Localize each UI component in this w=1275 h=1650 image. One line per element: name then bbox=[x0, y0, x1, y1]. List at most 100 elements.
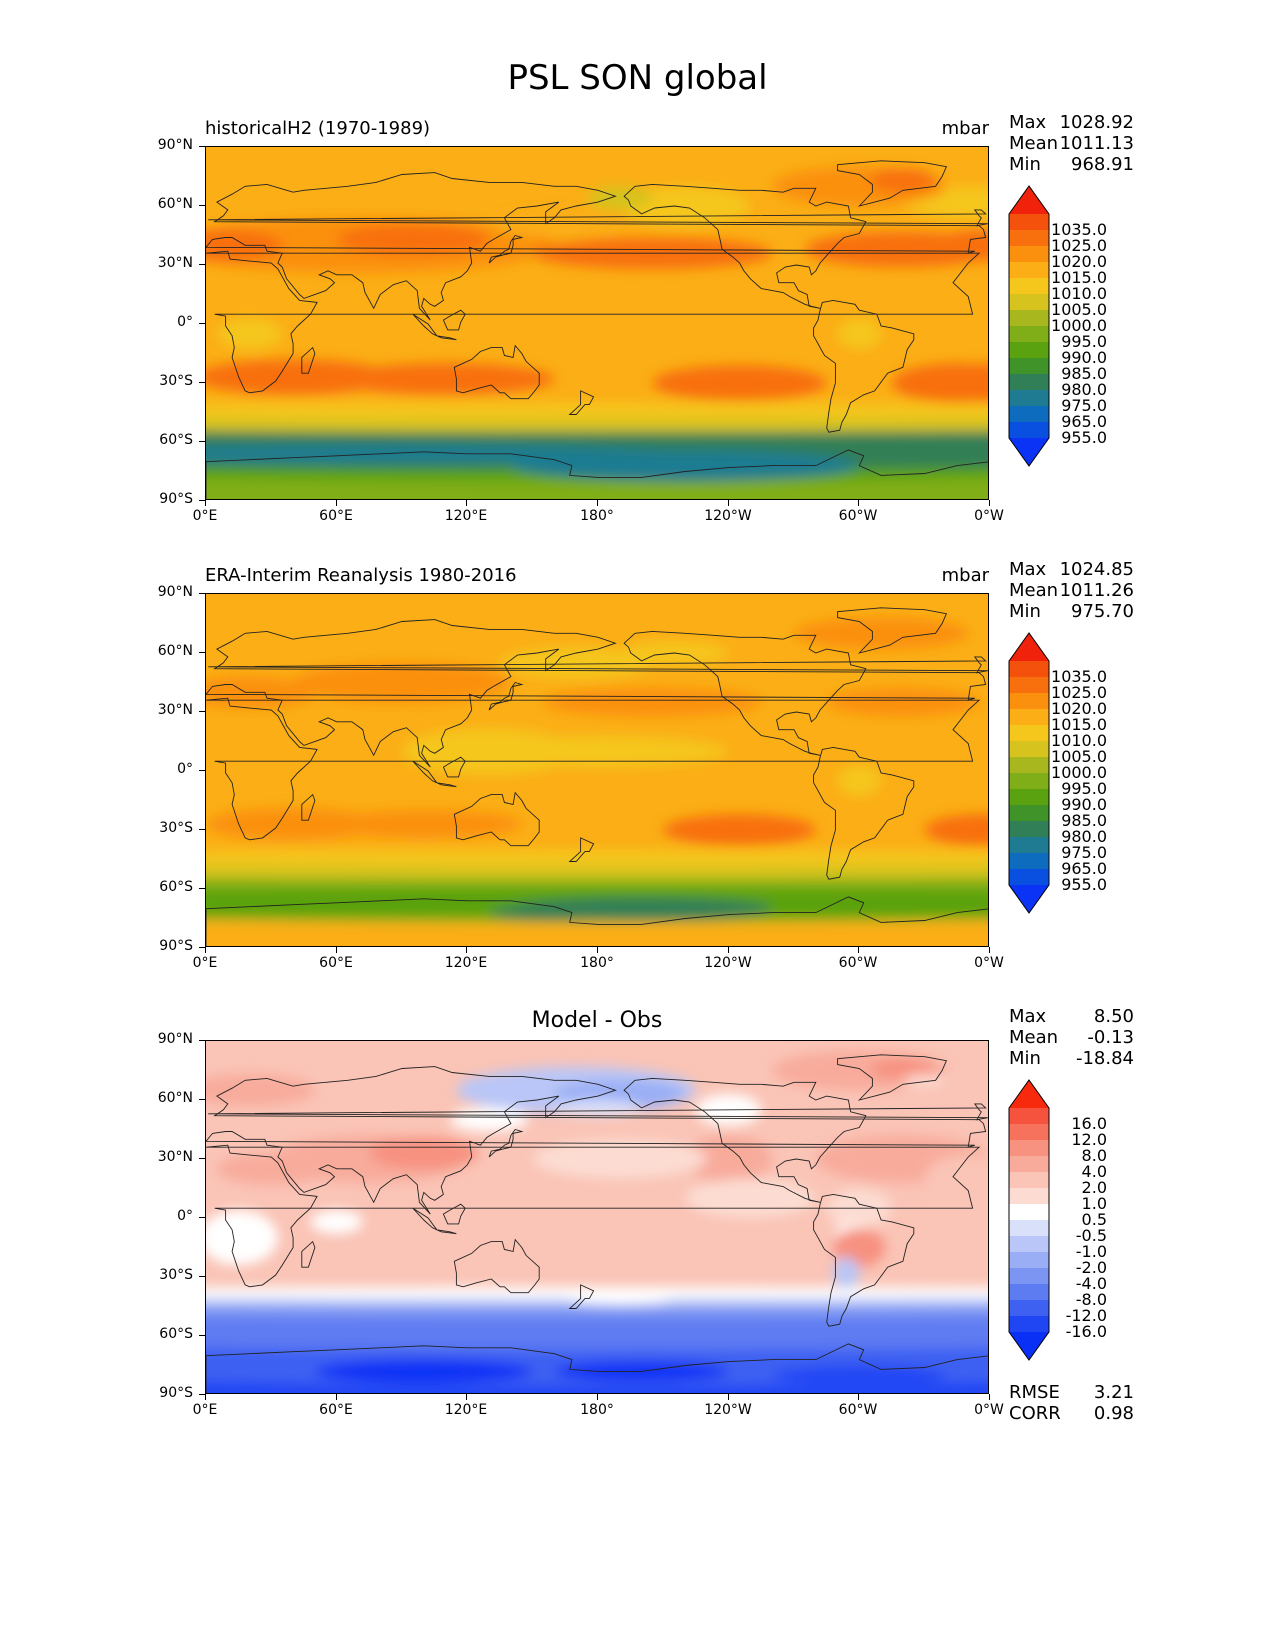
lat-tick bbox=[199, 829, 205, 830]
colorbar-segment bbox=[1009, 1300, 1049, 1317]
stat-max: Max 1024.85 bbox=[1009, 559, 1134, 581]
lat-tick bbox=[199, 500, 205, 501]
lon-tick bbox=[597, 1394, 598, 1400]
greenland-coast bbox=[837, 160, 948, 207]
colorbar-label: 1005.0 bbox=[1051, 300, 1107, 319]
colorbar-label: 1.0 bbox=[1081, 1194, 1107, 1213]
colorbar-segment bbox=[1009, 821, 1049, 838]
lat-label: 30°N bbox=[157, 1149, 193, 1165]
colorbar-segment bbox=[1009, 869, 1049, 886]
lon-label: 120°E bbox=[444, 955, 488, 971]
africa-coast bbox=[206, 697, 981, 841]
lat-tick bbox=[199, 593, 205, 594]
colorbar-segment bbox=[1009, 1140, 1049, 1157]
field-region bbox=[336, 363, 555, 395]
field-region bbox=[652, 365, 827, 401]
colorbar-outline bbox=[1008, 632, 1050, 914]
stat-value: 1011.26 bbox=[1059, 580, 1134, 601]
field-region bbox=[489, 904, 620, 921]
borneo-coast bbox=[442, 756, 466, 778]
lat-tick bbox=[199, 441, 205, 442]
colorbar-segment bbox=[1009, 406, 1049, 423]
borneo-coast bbox=[442, 1203, 466, 1225]
field-region bbox=[293, 662, 511, 703]
map-panel bbox=[205, 593, 989, 947]
lat-tick bbox=[199, 1040, 205, 1041]
northamerica-coast bbox=[623, 1077, 867, 1203]
panel-title: ERA-Interim Reanalysis 1980-2016 bbox=[205, 565, 517, 586]
units-label: mbar bbox=[941, 118, 989, 139]
stat-min: Min -18.84 bbox=[1009, 1048, 1134, 1070]
colorbar-segment bbox=[1009, 725, 1049, 742]
lon-label: 60°W bbox=[838, 1402, 878, 1418]
colorbar-segment bbox=[1009, 294, 1049, 311]
colorbar-segment bbox=[1009, 326, 1049, 343]
lon-label: 120°E bbox=[444, 508, 488, 524]
stat-key: CORR bbox=[1009, 1403, 1061, 1424]
field-region bbox=[924, 1155, 988, 1203]
newzealand-coast bbox=[568, 837, 595, 862]
colorbar-segment bbox=[1009, 789, 1049, 806]
lon-tick bbox=[466, 1394, 467, 1400]
field-region bbox=[543, 688, 762, 716]
colorbar-label: 0.5 bbox=[1081, 1210, 1107, 1229]
lat-label: 0° bbox=[177, 1208, 193, 1224]
eurasia-coast bbox=[206, 619, 987, 768]
lon-tick bbox=[989, 947, 990, 953]
lat-label: 0° bbox=[177, 761, 193, 777]
colorbar-label: 1000.0 bbox=[1051, 316, 1107, 335]
colorbar-label: 16.0 bbox=[1071, 1114, 1107, 1133]
eurasia-coast bbox=[206, 1066, 987, 1215]
lon-tick bbox=[336, 1394, 337, 1400]
field-region bbox=[510, 449, 860, 482]
lon-label: 180° bbox=[580, 508, 614, 524]
field-region bbox=[833, 1257, 860, 1289]
colorbar-label: 1035.0 bbox=[1051, 220, 1107, 239]
stat-value: 3.21 bbox=[1093, 1382, 1134, 1403]
lon-label: 120°W bbox=[704, 955, 752, 971]
colorbar-segment bbox=[1009, 1188, 1049, 1205]
colorbar-segment bbox=[1009, 1204, 1049, 1221]
field-region bbox=[794, 617, 969, 650]
colorbar-label: 1025.0 bbox=[1051, 683, 1107, 702]
lon-label: 0°E bbox=[192, 1402, 218, 1418]
stat-key: Mean bbox=[1009, 1027, 1059, 1048]
japan-coast bbox=[488, 234, 524, 264]
field-region bbox=[206, 359, 392, 395]
stat-value: 0.98 bbox=[1093, 1403, 1134, 1424]
colorbar-label: 1035.0 bbox=[1051, 667, 1107, 686]
stat-key: Mean bbox=[1009, 580, 1059, 601]
lat-tick bbox=[199, 770, 205, 771]
africa-coast bbox=[206, 250, 981, 394]
lon-tick bbox=[858, 947, 859, 953]
colorbar-label: 1010.0 bbox=[1051, 284, 1107, 303]
colorbar-segment bbox=[1009, 693, 1049, 710]
field-region bbox=[837, 765, 882, 797]
colorbar-segment bbox=[1009, 1220, 1049, 1237]
madagascar-coast bbox=[301, 346, 316, 374]
antarctica-coast bbox=[206, 449, 988, 499]
field-region bbox=[314, 1359, 533, 1384]
borneo-coast bbox=[442, 309, 466, 331]
stat-mean: Mean 1011.13 bbox=[1009, 133, 1134, 155]
colorbar-label: 990.0 bbox=[1061, 348, 1107, 367]
colorbar-segment bbox=[1009, 741, 1049, 758]
colorbar-outline bbox=[1008, 185, 1050, 467]
antarctica-coast bbox=[206, 1343, 988, 1393]
colorbar-segment bbox=[1009, 805, 1049, 822]
colorbar-label: 1010.0 bbox=[1051, 731, 1107, 750]
field-region bbox=[554, 1100, 642, 1116]
lat-tick bbox=[199, 323, 205, 324]
stat-max: Max 8.50 bbox=[1009, 1006, 1134, 1028]
colorbar-label: 965.0 bbox=[1061, 859, 1107, 878]
colorbar-label: 1005.0 bbox=[1051, 747, 1107, 766]
lat-tick bbox=[199, 1276, 205, 1277]
colorbar-max-arrow bbox=[1009, 1080, 1049, 1108]
field-region bbox=[924, 814, 988, 846]
lon-tick bbox=[728, 947, 729, 953]
lat-tick bbox=[199, 146, 205, 147]
stat-key: Min bbox=[1009, 601, 1041, 622]
indonesia-coast bbox=[412, 1207, 457, 1235]
colorbar-segment bbox=[1009, 374, 1049, 391]
greenland-coast bbox=[837, 1054, 948, 1101]
